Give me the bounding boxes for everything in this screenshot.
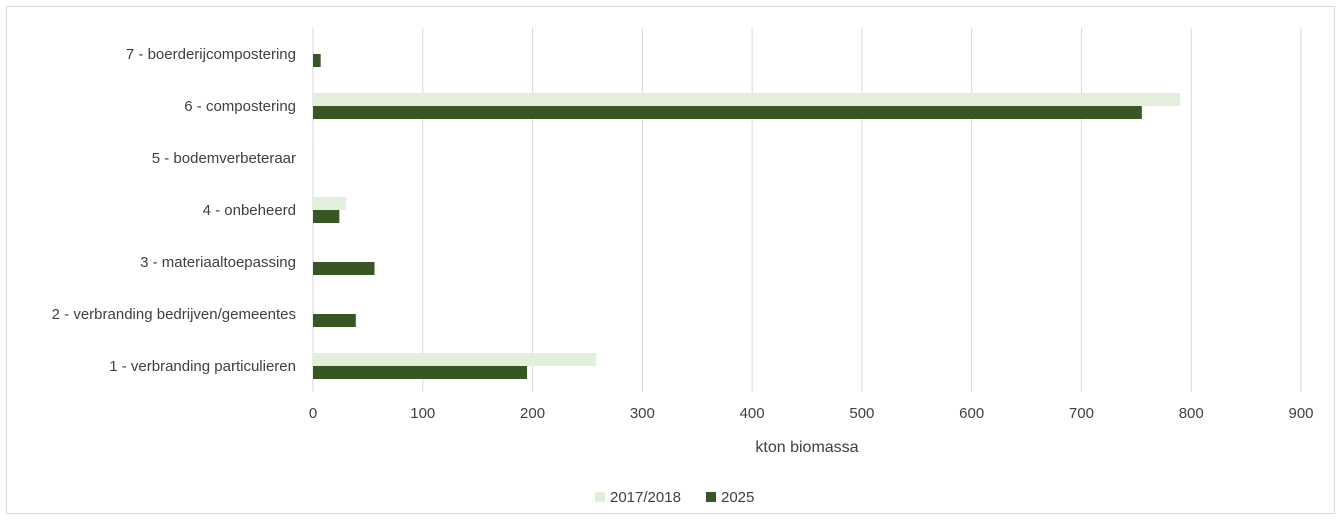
- bar-2025-7: [313, 54, 321, 67]
- gridlines: [312, 28, 1302, 392]
- category-label: 5 - bodemverbeteraar: [152, 150, 296, 167]
- bar-2025-3: [313, 262, 375, 275]
- category-label: 7 - boerderijcompostering: [126, 46, 296, 63]
- bar-2025-6: [313, 106, 1142, 119]
- x-tick-label: 300: [630, 405, 655, 422]
- legend-label-2017-2018: 2017/2018: [610, 489, 681, 506]
- bar-2017-2018-4: [313, 197, 346, 210]
- category-label: 3 - materiaaltoepassing: [140, 254, 296, 271]
- bar-2017-2018-5: [313, 145, 315, 158]
- chart-frame: [6, 6, 1335, 514]
- x-tick-labels: 0 100 200 300 400 500 600 700 800 900: [309, 405, 1314, 422]
- category-labels: 7 - boerderijcompostering 6 - composterin…: [52, 46, 296, 375]
- bar-2017-2018-1: [313, 353, 597, 366]
- x-tick-label: 800: [1179, 405, 1204, 422]
- category-label: 4 - onbeheerd: [203, 202, 296, 219]
- bar-2025-4: [313, 210, 340, 223]
- bar-2017-2018-6: [313, 93, 1181, 106]
- x-tick-label: 100: [410, 405, 435, 422]
- category-label: 2 - verbranding bedrijven/gemeentes: [52, 306, 296, 323]
- x-tick-label: 500: [849, 405, 874, 422]
- x-axis-title: kton biomassa: [755, 439, 858, 456]
- bar-2025-1: [313, 366, 528, 379]
- legend-swatch-2017-2018: [595, 492, 605, 502]
- legend: 2017/2018 2025: [595, 489, 754, 506]
- category-label: 1 - verbranding particulieren: [109, 358, 296, 375]
- x-tick-label: 0: [309, 405, 317, 422]
- x-tick-label: 700: [1069, 405, 1094, 422]
- legend-label-2025: 2025: [721, 489, 754, 506]
- x-tick-label: 200: [520, 405, 545, 422]
- bar-2025-2: [313, 314, 356, 327]
- x-tick-label: 400: [740, 405, 765, 422]
- x-tick-label: 900: [1288, 405, 1313, 422]
- category-label: 6 - compostering: [184, 98, 296, 115]
- legend-swatch-2025: [706, 492, 716, 502]
- x-tick-label: 600: [959, 405, 984, 422]
- bars: [313, 54, 1181, 379]
